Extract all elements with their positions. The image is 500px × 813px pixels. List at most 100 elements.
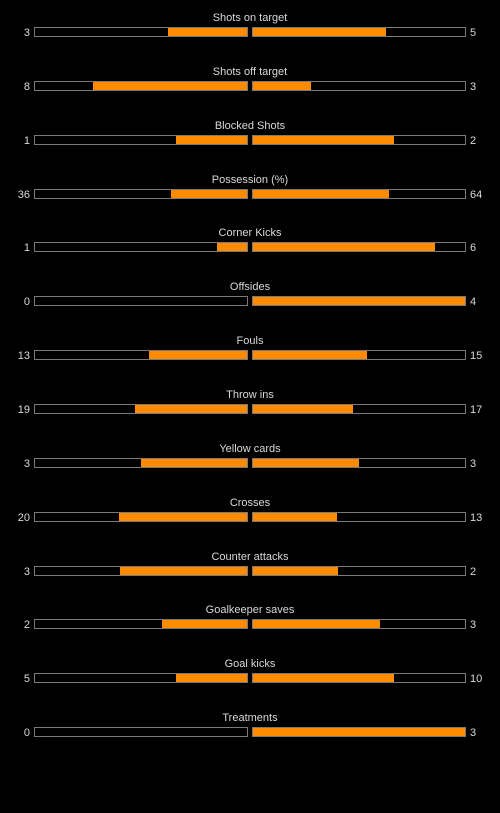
home-value: 1: [23, 242, 30, 255]
home-bar-fill: [148, 351, 247, 360]
home-value: 5: [23, 673, 30, 686]
away-bar-fill: [253, 728, 465, 737]
home-bar-fill: [176, 135, 247, 144]
home-bar-fill: [162, 620, 247, 629]
stat-label: Corner Kicks: [218, 227, 282, 240]
away-bar: [252, 350, 466, 361]
home-bar: [34, 242, 248, 253]
stat-row: Counter attacks 3 2: [0, 550, 500, 590]
stat-row: Corner Kicks 1 6: [0, 226, 500, 266]
away-bar: [252, 296, 466, 307]
stat-label: Treatments: [222, 712, 278, 725]
home-bar-fill: [176, 674, 247, 683]
stat-row: Shots on target 3 5: [0, 11, 500, 51]
away-value: 2: [470, 565, 477, 578]
home-value: 0: [23, 296, 30, 309]
stat-label: Blocked Shots: [214, 119, 286, 132]
home-value: 13: [17, 350, 30, 363]
away-bar-fill: [253, 404, 354, 413]
stat-row: Shots off target 8 3: [0, 65, 500, 105]
stat-row: Yellow cards 3 3: [0, 442, 500, 482]
stat-row: Treatments 0 3: [0, 711, 500, 751]
away-value: 15: [470, 350, 483, 363]
away-bar: [252, 134, 466, 145]
away-bar-fill: [253, 620, 381, 629]
home-value: 20: [17, 511, 30, 524]
stat-label: Yellow cards: [219, 442, 281, 455]
away-bar: [252, 673, 466, 684]
home-bar: [34, 457, 248, 468]
away-bar-fill: [253, 566, 338, 575]
home-value: 1: [23, 134, 30, 147]
stat-label: Crosses: [229, 496, 271, 509]
away-bar-fill: [253, 351, 367, 360]
stat-row: Fouls 13 15: [0, 334, 500, 374]
home-value: 3: [23, 565, 30, 578]
stat-label: Fouls: [236, 335, 264, 348]
away-bar: [252, 242, 466, 253]
stat-label: Shots off target: [212, 65, 288, 78]
away-value: 64: [470, 188, 483, 201]
home-bar-fill: [216, 243, 247, 252]
stat-label: Goalkeeper saves: [205, 604, 295, 617]
home-value: 3: [23, 457, 30, 470]
stat-row: Goalkeeper saves 2 3: [0, 603, 500, 643]
stat-row: Blocked Shots 1 2: [0, 119, 500, 159]
stat-label: Shots on target: [212, 12, 288, 24]
home-bar: [34, 511, 248, 522]
home-bar-fill: [118, 512, 247, 521]
away-value: 3: [470, 457, 477, 470]
home-bar-fill: [135, 404, 247, 413]
home-value: 0: [23, 727, 30, 740]
home-bar: [34, 80, 248, 91]
away-bar-fill: [253, 135, 395, 144]
home-bar-fill: [141, 458, 247, 467]
home-value: 3: [23, 27, 30, 39]
home-bar: [34, 727, 248, 738]
away-value: 17: [470, 403, 483, 416]
away-bar-fill: [253, 674, 395, 683]
stat-label: Offsides: [229, 281, 271, 294]
away-bar: [252, 511, 466, 522]
stat-label: Counter attacks: [211, 550, 289, 563]
away-value: 3: [470, 619, 477, 632]
away-bar: [252, 27, 466, 37]
stat-label: Possession (%): [211, 173, 289, 186]
stat-row: Possession (%) 36 64: [0, 173, 500, 213]
home-bar: [34, 565, 248, 576]
away-value: 3: [470, 727, 477, 740]
away-bar: [252, 619, 466, 630]
away-value: 4: [470, 296, 477, 309]
stat-label: Throw ins: [226, 388, 274, 401]
stat-label: Goal kicks: [224, 658, 276, 671]
stat-row: Offsides 0 4: [0, 280, 500, 320]
away-bar: [252, 188, 466, 199]
away-value: 5: [470, 27, 477, 39]
home-bar: [34, 27, 248, 37]
away-bar: [252, 403, 466, 414]
away-value: 6: [470, 242, 477, 255]
home-bar-fill: [167, 28, 247, 36]
stat-row: Crosses 20 13: [0, 496, 500, 536]
away-bar-fill: [253, 189, 389, 198]
away-bar-fill: [253, 297, 465, 306]
home-bar-fill: [119, 566, 247, 575]
away-bar-fill: [253, 512, 337, 521]
home-bar: [34, 673, 248, 684]
away-bar: [252, 80, 466, 91]
home-bar: [34, 188, 248, 199]
away-bar-fill: [253, 28, 386, 36]
home-bar: [34, 296, 248, 307]
away-bar: [252, 565, 466, 576]
home-value: 8: [23, 80, 30, 93]
home-bar-fill: [170, 189, 247, 198]
home-value: 36: [17, 188, 30, 201]
home-value: 19: [17, 403, 30, 416]
stat-row: Goal kicks 5 10: [0, 657, 500, 697]
away-value: 10: [470, 673, 483, 686]
away-value: 3: [470, 80, 477, 93]
home-bar: [34, 619, 248, 630]
away-value: 13: [470, 511, 483, 524]
away-bar-fill: [253, 243, 435, 252]
